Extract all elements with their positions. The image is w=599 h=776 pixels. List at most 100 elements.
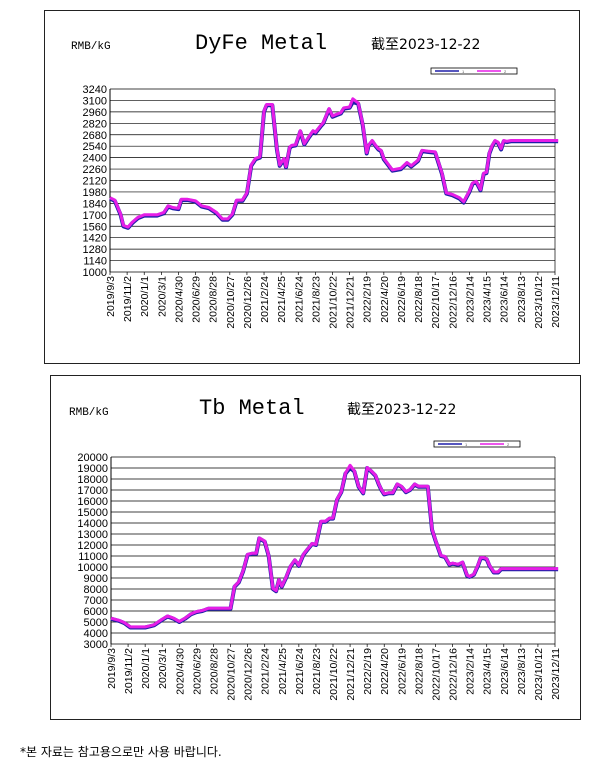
tb-x-tick-label: 2020/1/1 — [140, 648, 152, 689]
tb-y-tick-label: 8000 — [84, 584, 108, 596]
tb-x-tick-label: 2021/10/22 — [328, 648, 340, 701]
tb-x-tick-label: 2019/9/3 — [106, 648, 118, 689]
dyfe-y-tick-label: 2540 — [83, 141, 107, 153]
tb-y-tick-label: 14000 — [77, 518, 108, 530]
dyfe-y-tick-label: 1420 — [83, 233, 107, 245]
tb-x-tick-label: 2022/6/19 — [396, 648, 408, 695]
tb-x-tick-label: 2020/4/30 — [174, 648, 186, 695]
tb-unit-label: RMB/kG — [69, 407, 109, 419]
dyfe-x-tick-label: 2021/4/25 — [276, 276, 288, 323]
tb-series-1-line — [110, 466, 559, 630]
tb-series-2-line — [110, 463, 559, 629]
dyfe-y-tick-label: 1840 — [83, 198, 107, 210]
tb-y-tick-label: 13000 — [77, 529, 108, 541]
dyfe-y-tick-label: 1560 — [83, 221, 107, 233]
dyfe-x-tick-label: 2020/12/26 — [242, 276, 254, 329]
dyfe-x-tick-label: 2023/12/11 — [550, 276, 562, 328]
tb-y-tick-label: 16000 — [77, 496, 108, 508]
tb-x-tick-label: 2023/12/11 — [550, 648, 562, 700]
dyfe-chart-panel: RMB/kG DyFe Metal 截至2023-12-22 1000 1140 1… — [44, 10, 580, 364]
dyfe-x-tick-label: 2019/11/2 — [122, 276, 134, 322]
tb-y-tick-label: 7000 — [84, 595, 108, 607]
tb-x-tick-label: 2021/6/24 — [294, 648, 306, 695]
tb-x-tick-label: 2022/2/19 — [362, 648, 374, 695]
tb-legend-label: 1 — [465, 442, 468, 447]
dyfe-chart-title: DyFe Metal — [195, 31, 327, 56]
tb-x-tick-label: 2019/11/2 — [123, 648, 135, 694]
dyfe-chart: RMB/kG DyFe Metal 截至2023-12-22 100011401… — [71, 31, 562, 329]
tb-date-note: 截至2023-12-22 — [347, 402, 456, 418]
dyfe-x-tick-label: 2020/8/28 — [208, 276, 220, 323]
tb-y-tick-label: 12000 — [77, 540, 108, 552]
dyfe-y-tick-label: 2260 — [83, 164, 107, 176]
dyfe-legend-label: 2 — [504, 69, 507, 74]
tb-x-tick-label: 2023/4/15 — [482, 648, 494, 695]
dyfe-y-tick-label: 2680 — [83, 130, 107, 142]
tb-plot-area: 3000400050006000700080009000100001100012… — [77, 440, 562, 701]
tb-x-tick-label: 2020/6/29 — [191, 648, 203, 695]
dyfe-legend-box — [430, 67, 518, 75]
tb-y-tick-label: 17000 — [77, 485, 108, 497]
tb-x-tick-label: 2022/10/17 — [430, 648, 442, 701]
dyfe-y-tick-label: 1980 — [83, 187, 107, 199]
dyfe-y-tick-label: 2400 — [83, 153, 107, 165]
dyfe-x-tick-label: 2020/1/1 — [139, 276, 151, 317]
tb-y-tick-label: 5000 — [84, 617, 108, 629]
dyfe-x-tick-label: 2022/4/20 — [379, 276, 391, 323]
dyfe-x-tick-label: 2020/6/29 — [191, 276, 203, 323]
dyfe-y-tick-label: 2120 — [83, 176, 107, 188]
tb-y-tick-label: 3000 — [84, 639, 108, 651]
dyfe-x-tick-label: 2021/12/21 — [345, 276, 357, 329]
tb-y-tick-label: 10000 — [77, 562, 108, 574]
dyfe-series-2-line — [109, 97, 559, 229]
dyfe-unit-label: RMB/kG — [71, 41, 111, 53]
disclaimer-text: *본 자료는 참고용으로만 사용 바랍니다. — [20, 745, 222, 759]
tb-x-tick-label: 2020/10/27 — [226, 648, 238, 701]
tb-chart: RMB/kG Tb Metal 截至2023-12-22 30004000500… — [69, 396, 562, 701]
dyfe-x-tick-label: 2021/6/24 — [293, 276, 305, 323]
tb-y-tick-label: 4000 — [84, 628, 108, 640]
tb-x-tick-label: 2020/12/26 — [243, 648, 255, 701]
tb-y-tick-label: 11000 — [78, 551, 108, 563]
dyfe-legend-label: 1 — [462, 69, 465, 74]
dyfe-y-tick-label: 1280 — [83, 244, 107, 256]
tb-legend-label: 2 — [507, 442, 510, 447]
dyfe-x-tick-label: 2022/2/19 — [362, 276, 374, 323]
dyfe-y-tick-label: 1700 — [83, 210, 107, 222]
tb-x-tick-label: 2021/12/21 — [345, 648, 357, 701]
dyfe-x-tick-label: 2023/10/12 — [533, 276, 545, 329]
dyfe-x-tick-label: 2021/8/23 — [310, 276, 322, 323]
dyfe-x-tick-label: 2020/10/27 — [225, 276, 237, 329]
dyfe-y-tick-label: 1140 — [83, 256, 107, 268]
tb-x-tick-label: 2022/4/20 — [379, 648, 391, 695]
dyfe-plot-area: 1000114012801420156017001840198021202260… — [83, 67, 562, 329]
tb-x-tick-label: 2022/12/16 — [448, 648, 460, 701]
dyfe-x-tick-label: 2022/12/16 — [447, 276, 459, 329]
tb-x-tick-label: 2021/4/25 — [277, 648, 289, 695]
tb-x-tick-label: 2023/10/12 — [533, 648, 545, 701]
dyfe-y-tick-label: 3100 — [83, 95, 107, 107]
dyfe-x-tick-label: 2022/8/18 — [413, 276, 425, 323]
dyfe-x-tick-label: 2023/6/14 — [499, 276, 511, 323]
tb-x-tick-label: 2023/2/14 — [465, 648, 477, 695]
dyfe-date-note: 截至2023-12-22 — [371, 37, 480, 53]
tb-y-tick-label: 19000 — [77, 463, 108, 475]
dyfe-y-tick-label: 3240 — [83, 84, 107, 96]
dyfe-x-tick-label: 2023/4/15 — [482, 276, 494, 323]
dyfe-y-tick-label: 2960 — [83, 107, 107, 119]
tb-y-tick-label: 18000 — [77, 474, 108, 486]
tb-x-tick-label: 2021/2/24 — [260, 648, 272, 695]
tb-x-tick-label: 2022/8/18 — [413, 648, 425, 695]
dyfe-x-tick-label: 2021/10/22 — [328, 276, 340, 329]
tb-y-tick-label: 6000 — [84, 606, 108, 618]
tb-y-tick-label: 15000 — [77, 507, 108, 519]
tb-x-tick-label: 2023/6/14 — [499, 648, 511, 695]
dyfe-x-tick-label: 2022/6/19 — [396, 276, 408, 323]
tb-y-tick-label: 9000 — [84, 573, 108, 585]
dyfe-x-tick-label: 2020/3/1 — [156, 276, 168, 317]
tb-x-tick-label: 2020/8/28 — [208, 648, 220, 695]
tb-y-tick-label: 20000 — [77, 452, 108, 464]
tb-x-tick-label: 2021/8/23 — [311, 648, 323, 695]
tb-legend-box — [433, 440, 521, 448]
tb-x-tick-label: 2023/8/13 — [516, 648, 528, 695]
